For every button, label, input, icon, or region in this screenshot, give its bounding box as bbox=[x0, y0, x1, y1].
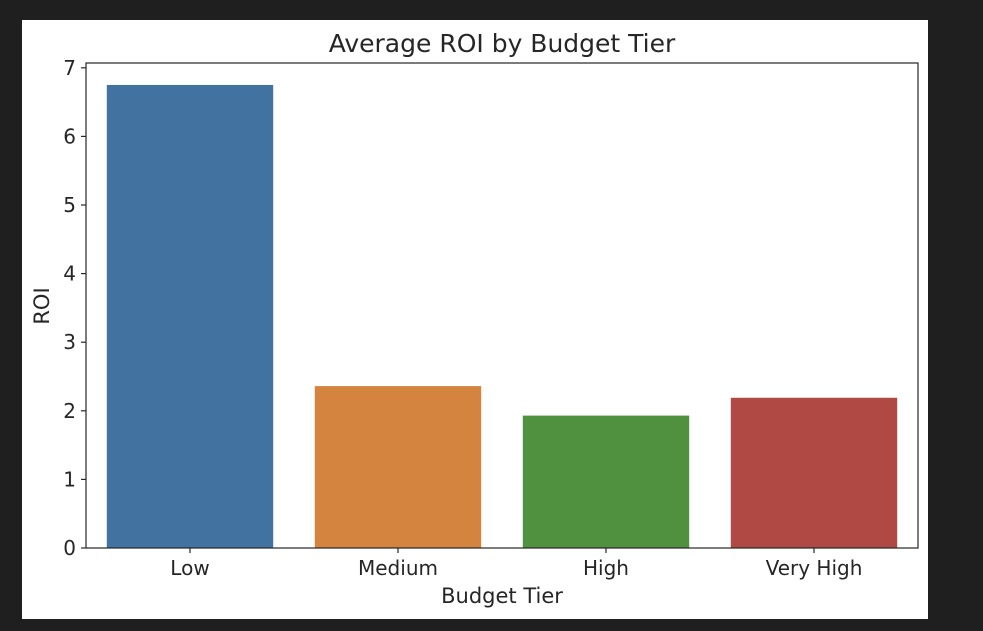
plot-frame bbox=[85, 62, 919, 549]
x-axis-ticks: Low Medium High Very High bbox=[170, 548, 862, 580]
y-tick-label: 3 bbox=[63, 330, 76, 354]
bars-group bbox=[106, 84, 898, 549]
bar-chart: Average ROI by Budget Tier 0 1 2 3 4 5 6 7 Low M… bbox=[30, 29, 919, 608]
y-tick-label: 7 bbox=[63, 56, 76, 80]
y-tick-label: 2 bbox=[63, 399, 76, 423]
y-tick-label: 6 bbox=[63, 124, 76, 148]
bar-low bbox=[106, 84, 274, 549]
x-tick-label: Medium bbox=[358, 556, 438, 580]
chart-panel: Average ROI by Budget Tier 0 1 2 3 4 5 6 7 Low M… bbox=[22, 20, 928, 619]
y-tick-label: 4 bbox=[63, 262, 76, 286]
x-axis-label: Budget Tier bbox=[441, 584, 563, 608]
y-tick-label: 5 bbox=[63, 193, 76, 217]
y-axis-label: ROI bbox=[30, 287, 54, 324]
y-tick-label: 1 bbox=[63, 467, 76, 491]
bar-medium bbox=[314, 386, 482, 548]
x-tick-label: Very High bbox=[766, 556, 863, 580]
bar-high bbox=[522, 415, 690, 548]
y-tick-label: 0 bbox=[63, 536, 76, 560]
x-tick-label: Low bbox=[170, 556, 209, 580]
chart-title: Average ROI by Budget Tier bbox=[329, 29, 676, 58]
y-axis-ticks: 0 1 2 3 4 5 6 7 bbox=[63, 56, 86, 560]
x-tick-label: High bbox=[583, 556, 629, 580]
bar-very-high bbox=[730, 397, 898, 548]
